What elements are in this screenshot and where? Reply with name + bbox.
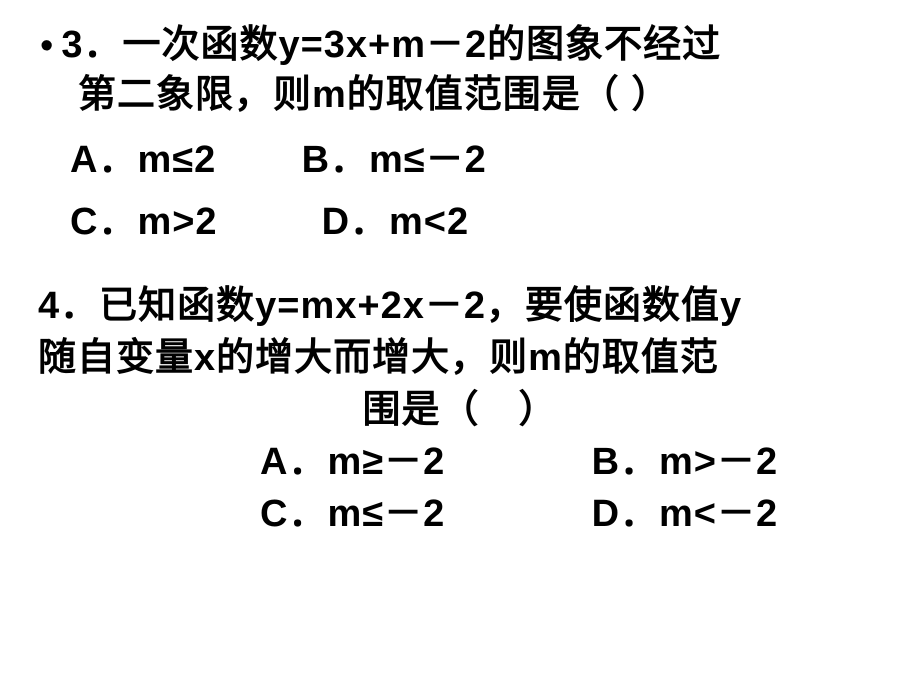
q4-stem-line3: 围是（ ） bbox=[30, 384, 890, 436]
q4-option-d: D．m<－2 bbox=[592, 493, 779, 535]
q3-options-row2: C．m>2 D．m<2 bbox=[70, 194, 890, 250]
spacer bbox=[30, 250, 890, 280]
q3-container: • 3．一次函数y=3x+m－2的图象不经过 bbox=[40, 20, 890, 70]
q4-stem-line1: 4．已知函数y=mx+2x－2，要使函数值y bbox=[38, 280, 890, 332]
q3-stem-line1: 3．一次函数y=3x+m－2的图象不经过 bbox=[61, 20, 721, 70]
q3-option-c: C．m>2 bbox=[70, 194, 310, 250]
q4-option-c: C．m≤－2 bbox=[260, 488, 580, 540]
q3-option-a: A．m≤2 bbox=[70, 132, 290, 188]
q4-options-row1: A．m≥－2 B．m>－2 bbox=[260, 436, 890, 488]
q4-option-b: B．m>－2 bbox=[592, 441, 779, 483]
q4-options-row2: C．m≤－2 D．m<－2 bbox=[260, 488, 890, 540]
q3-option-d: D．m<2 bbox=[322, 201, 470, 243]
bullet-icon: • bbox=[40, 22, 53, 70]
q3-stem-line2: 第二象限，则m的取值范围是（ ） bbox=[78, 70, 890, 120]
q3-options-row1: A．m≤2 B．m≤－2 bbox=[70, 132, 890, 188]
q4-stem-line2: 随自变量x的增大而增大，则m的取值范 bbox=[38, 332, 890, 384]
q4-option-a: A．m≥－2 bbox=[260, 436, 580, 488]
q3-option-b: B．m≤－2 bbox=[302, 139, 487, 181]
